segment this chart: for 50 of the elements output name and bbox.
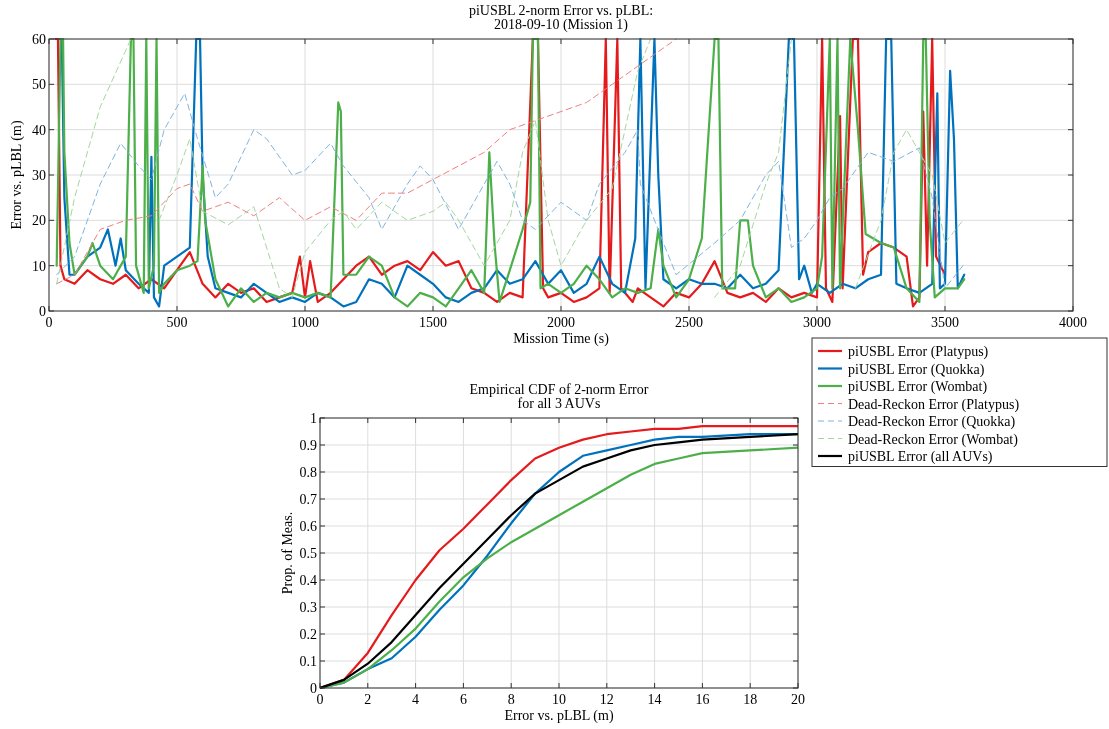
x-tick-label: 2 — [364, 692, 372, 707]
y-axis-title: Prop. of Meas. — [280, 511, 295, 595]
legend-label: piUSBL Error (all AUVs) — [848, 449, 993, 465]
legend-label: Dead-Reckon Error (Platypus) — [848, 396, 1020, 413]
x-tick-label: 2500 — [675, 315, 703, 330]
x-tick-label: 1500 — [419, 315, 447, 330]
y-tick-label: 0 — [39, 304, 46, 319]
y-tick-label: 0.6 — [299, 519, 317, 534]
x-tick-label: 16 — [695, 692, 710, 707]
y-tick-label: 0.1 — [299, 654, 317, 669]
y-tick-label: 10 — [32, 258, 46, 274]
legend-label: piUSBL Error (Platypus) — [848, 344, 989, 360]
y-tick-label: 0.3 — [299, 600, 317, 615]
y-tick-label: 0.8 — [299, 465, 317, 480]
x-axis-title: Error vs. pLBL (m) — [504, 708, 614, 724]
x-tick-label: 12 — [599, 692, 614, 707]
x-tick-label: 3500 — [931, 315, 959, 330]
line-series — [56, 92, 964, 289]
x-tick-label: 4 — [412, 692, 420, 707]
y-tick-label: 0.9 — [299, 438, 317, 453]
legend-label: piUSBL Error (Wombat) — [848, 379, 988, 395]
x-tick-label: 14 — [647, 692, 662, 707]
y-tick-label: 0.5 — [299, 546, 317, 561]
y-tick-label: 40 — [32, 122, 46, 138]
x-tick-label: 20 — [791, 692, 805, 707]
x-tick-label: 18 — [743, 692, 758, 707]
chart-title: Empirical CDF of 2-norm Error for all 3 AUVs — [469, 382, 649, 411]
y-tick-label: 0 — [310, 681, 317, 696]
x-tick-label: 10 — [552, 692, 566, 707]
y-tick-label: 0.4 — [299, 573, 317, 588]
legend-label: piUSBL Error (Quokka) — [848, 361, 985, 378]
y-tick-label: 30 — [32, 168, 46, 183]
x-tick-label: 500 — [166, 315, 188, 330]
x-axis-title: Mission Time (s) — [513, 331, 610, 347]
y-tick-label: 60 — [32, 32, 46, 47]
y-tick-label: 0.2 — [299, 627, 317, 642]
legend-label: Dead-Reckon Error (Wombat) — [848, 431, 1019, 448]
y-tick-label: 1 — [310, 411, 317, 426]
x-tick-label: 1000 — [291, 315, 319, 330]
y-tick-label: 0.7 — [299, 492, 317, 507]
x-tick-label: 6 — [459, 692, 467, 707]
chart-title: piUSBL 2-norm Error vs. pLBL: 2018-09-10 (Mission 1) — [468, 3, 654, 33]
y-axis-title: Error vs. pLBL (m) — [9, 120, 25, 230]
x-tick-label: 8 — [507, 692, 515, 707]
y-tick-label: 20 — [32, 213, 46, 229]
y-tick-label: 50 — [32, 77, 46, 93]
x-tick-label: 3000 — [803, 315, 831, 330]
legend-label: Dead-Reckon Error (Quokka) — [848, 414, 1016, 430]
x-tick-label: 4000 — [1059, 315, 1087, 330]
x-tick-label: 2000 — [547, 315, 575, 330]
